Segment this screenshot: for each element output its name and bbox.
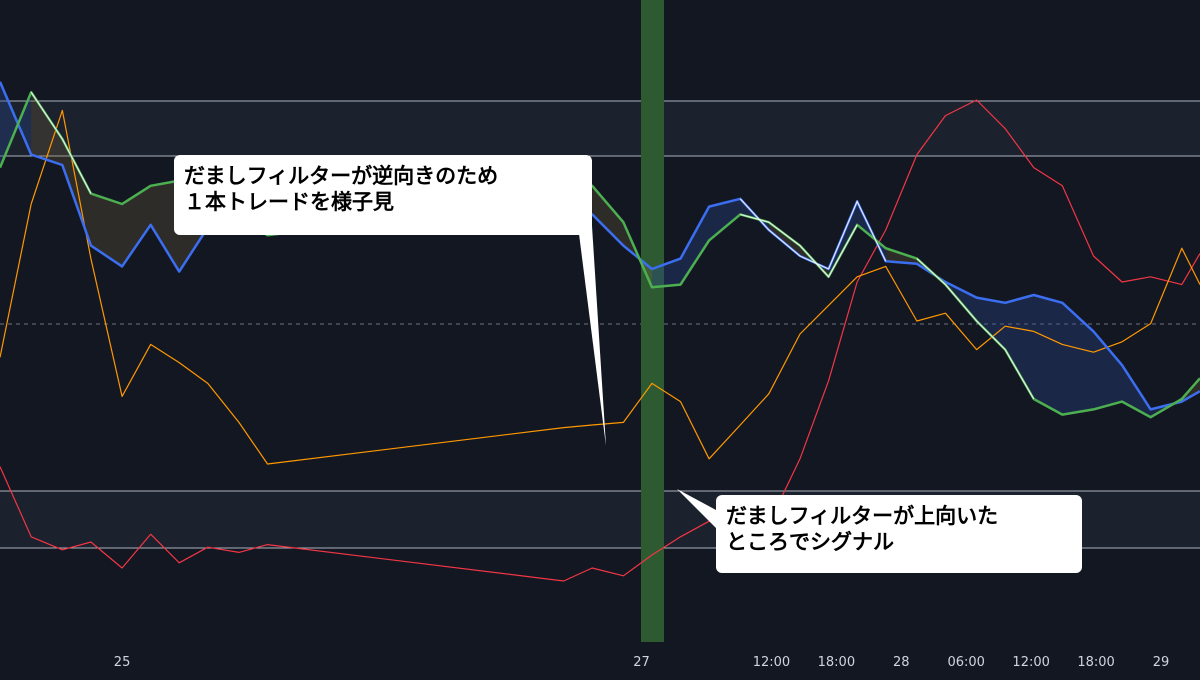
fill-segment: [768, 222, 800, 256]
fill-segment: [1093, 331, 1123, 410]
fill-segment: [592, 185, 624, 246]
x-tick-label: 25: [114, 655, 131, 670]
signal-bar: [641, 0, 664, 642]
signal-highlight: [30, 91, 92, 194]
fill-segment: [122, 185, 151, 267]
fill-segment: [1005, 295, 1034, 399]
x-tick-label: 18:00: [1077, 655, 1114, 670]
bottom-callout-line1: だましフィルターが上向いた: [726, 504, 999, 528]
signal-highlight: [739, 198, 887, 270]
top-callout-line2: １本トレードを様子見: [184, 190, 394, 214]
x-tick-label: 12:00: [1012, 655, 1049, 670]
x-tick-label: 29: [1153, 655, 1170, 670]
fill-segment: [1062, 302, 1094, 415]
top-callout-line1: だましフィルターが逆向きのため: [184, 164, 499, 188]
bottom-callout: だましフィルターが上向いた ところでシグナル: [716, 495, 1082, 573]
x-tick-label: 06:00: [947, 655, 984, 670]
fill-segment: [680, 206, 710, 285]
fill-segment: [150, 180, 180, 272]
orange-line: [0, 109, 1200, 465]
upper-band: [0, 101, 1200, 156]
fill-segment: [709, 198, 741, 241]
bottom-callout-line2: ところでシグナル: [726, 530, 894, 554]
fill-segment: [651, 258, 681, 288]
bottom-callout-pointer: [677, 489, 716, 528]
signal-highlight: [916, 258, 1035, 400]
fill-segment: [90, 193, 123, 267]
top-callout-pointer: [578, 226, 606, 446]
x-tick-label: 27: [633, 655, 650, 670]
fill-segment: [31, 92, 63, 165]
fill-segment: [976, 297, 1006, 350]
x-tick-label: 28: [893, 655, 910, 670]
fill-segment: [1033, 295, 1063, 415]
x-tick-label: 12:00: [753, 655, 790, 670]
top-callout: だましフィルターが逆向きのため １本トレードを様子見: [174, 155, 592, 235]
x-tick-label: 18:00: [818, 655, 855, 670]
